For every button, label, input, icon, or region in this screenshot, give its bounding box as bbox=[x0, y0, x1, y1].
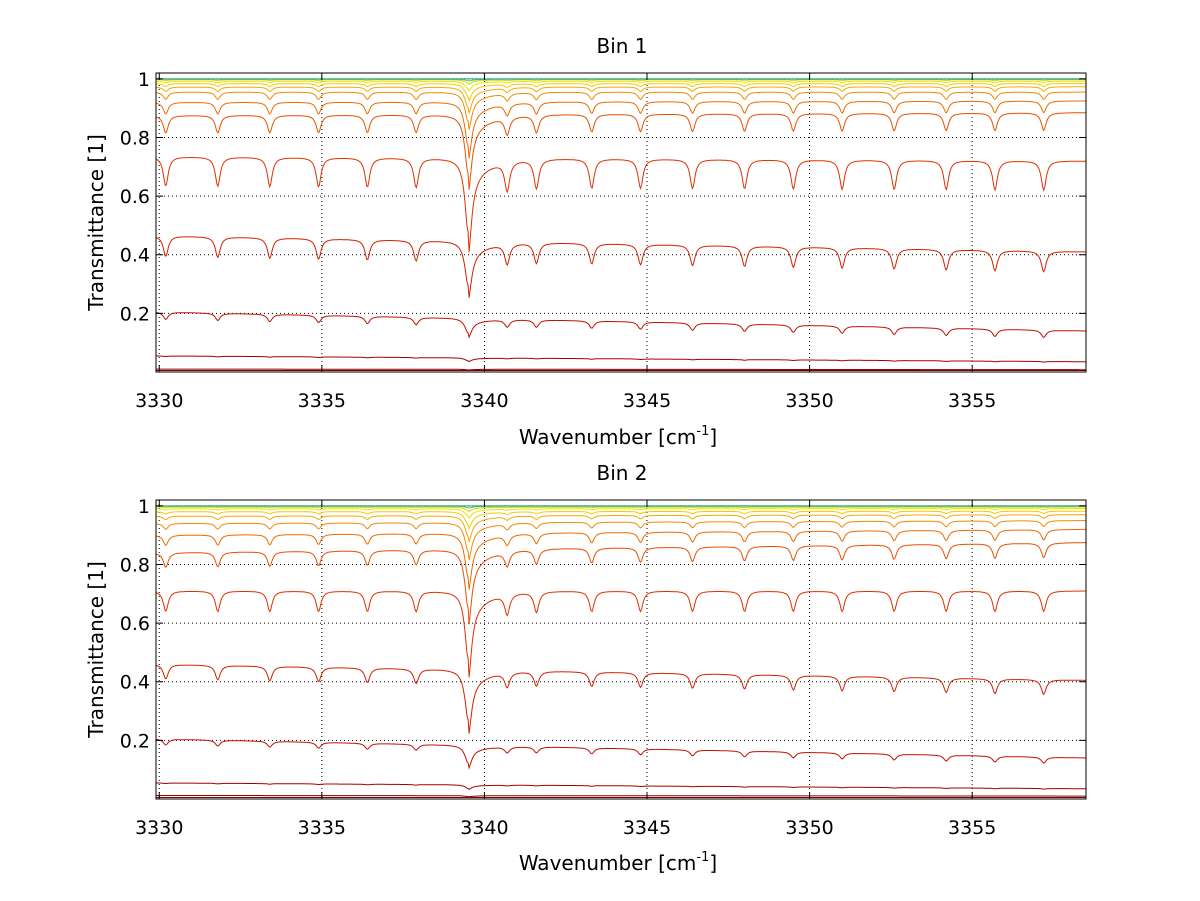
x-tick-label: 3340 bbox=[460, 390, 508, 412]
x-tick-label: 3345 bbox=[623, 817, 671, 839]
y-tick-label: 0.6 bbox=[120, 186, 150, 208]
series-line-curve-6 bbox=[155, 157, 1086, 253]
series-line-curve-2 bbox=[156, 368, 1086, 371]
series-line-curve-5 bbox=[155, 236, 1087, 298]
x-tick-label: 3350 bbox=[785, 390, 833, 412]
series-line-curve-2 bbox=[156, 795, 1086, 798]
series-line-curve-5 bbox=[155, 664, 1086, 734]
y-tick-label: 0.4 bbox=[120, 672, 150, 694]
x-axis-label-sup: -1 bbox=[696, 850, 709, 865]
y-tick-label: 1 bbox=[138, 496, 150, 518]
x-tick-label: 3330 bbox=[135, 817, 183, 839]
x-tick-label: 3350 bbox=[785, 817, 833, 839]
series-line-curve-3 bbox=[156, 355, 1086, 363]
series-line-curve-9 bbox=[155, 520, 1086, 561]
series-line-curve-7 bbox=[155, 112, 1086, 190]
x-tick-label: 3335 bbox=[298, 390, 346, 412]
x-tick-label: 3345 bbox=[623, 390, 671, 412]
x-axis-label-sup: -1 bbox=[696, 424, 709, 439]
series-line-curve-13 bbox=[156, 79, 1086, 85]
x-axis-label-main: Wavenumber [cm bbox=[519, 425, 697, 449]
series-line-curve-11 bbox=[155, 83, 1086, 102]
series-line-curve-10 bbox=[156, 86, 1086, 114]
x-tick-label: 3340 bbox=[460, 817, 508, 839]
x-axis-label-end: ] bbox=[709, 425, 717, 449]
y-axis-label: Transmittance [1] bbox=[84, 134, 108, 312]
x-tick-label: 3355 bbox=[948, 817, 996, 839]
series-line-curve-12 bbox=[155, 80, 1086, 92]
series-line-curve-6 bbox=[155, 590, 1086, 678]
x-axis-label-main: Wavenumber [cm bbox=[519, 851, 697, 875]
series-line-curve-3 bbox=[156, 782, 1086, 791]
series-line-curve-7 bbox=[155, 542, 1086, 625]
series-line-curve-8 bbox=[155, 528, 1086, 590]
x-tick-label: 3330 bbox=[135, 390, 183, 412]
series-line-curve-4 bbox=[155, 738, 1086, 770]
x-tick-label: 3335 bbox=[298, 817, 346, 839]
y-tick-label: 0.2 bbox=[120, 303, 150, 325]
y-tick-label: 0.8 bbox=[120, 554, 150, 576]
y-tick-label: 0.8 bbox=[120, 127, 150, 149]
y-tick-label: 0.6 bbox=[120, 613, 150, 635]
x-axis-label: Wavenumber [cm-1] bbox=[519, 424, 717, 449]
y-axis-label: Transmittance [1] bbox=[84, 561, 108, 739]
series-line-curve-12 bbox=[156, 508, 1086, 520]
y-tick-label: 1 bbox=[138, 69, 150, 91]
panel-bin-2: Bin 2 3330 3335 3340 3345 3350 3355 0.2 0.4 0.6 0.… bbox=[84, 461, 1087, 875]
x-axis-label: Wavenumber [cm-1] bbox=[519, 850, 717, 875]
y-tick-label: 0.4 bbox=[120, 245, 150, 267]
axes-box bbox=[155, 499, 1087, 800]
series-line-curve-10 bbox=[155, 514, 1086, 543]
series-line-curve-8 bbox=[155, 100, 1086, 159]
y-tick-label: 0.2 bbox=[120, 730, 150, 752]
chart-title: Bin 1 bbox=[596, 34, 647, 58]
series-line-curve-11 bbox=[155, 510, 1086, 530]
series-line-curve-13 bbox=[156, 506, 1086, 513]
x-tick-label: 3355 bbox=[948, 390, 996, 412]
series-line-curve-9 bbox=[155, 91, 1086, 130]
x-axis-label-end: ] bbox=[709, 851, 717, 875]
panel-bin-1: Bin 1 3330 3335 3340 3345 3350 3355 0.2 0.4 0.6 0.… bbox=[84, 34, 1087, 449]
chart-title: Bin 2 bbox=[596, 461, 647, 485]
series-line-curve-4 bbox=[155, 312, 1086, 339]
axes-box bbox=[155, 72, 1087, 373]
